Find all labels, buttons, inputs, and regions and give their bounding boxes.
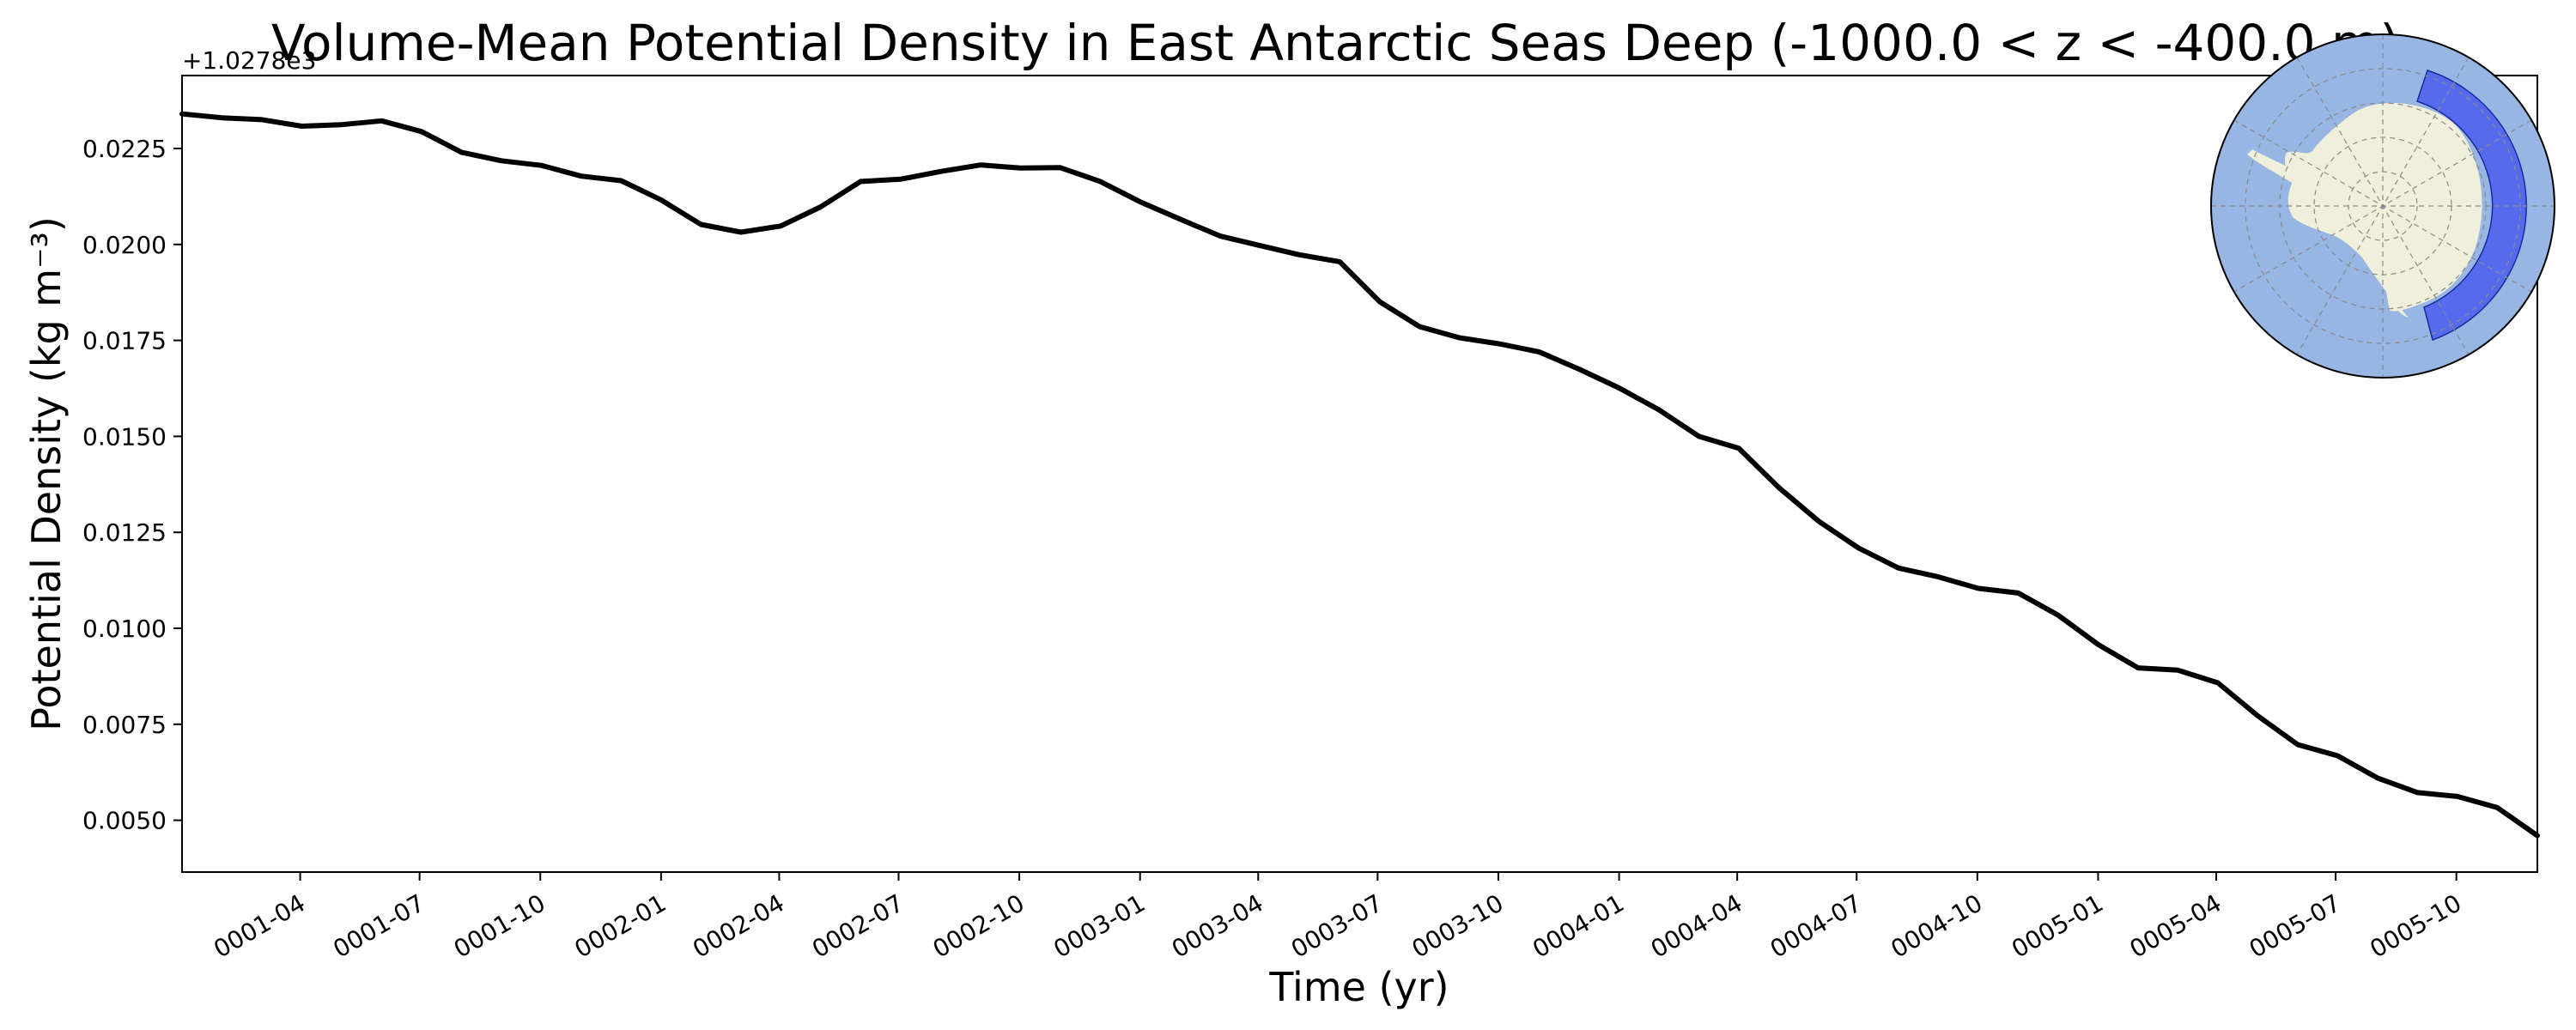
x-tick-label: 0004-10 [1886,888,1987,963]
series-line [179,111,2540,839]
x-tick-label: 0002-07 [807,888,908,963]
x-tick-label: 0001-04 [209,888,310,963]
x-tick-label: 0002-04 [688,888,789,963]
y-tick-label: 0.0075 [82,711,167,739]
y-axis-label: Potential Density (kg m⁻³) [23,216,70,731]
y-tick-label: 0.0100 [82,615,167,643]
x-tick-label: 0004-01 [1528,888,1629,963]
x-tick-label: 0001-07 [328,888,429,963]
y-tick-label: 0.0125 [82,518,167,547]
map-gridlines [2211,34,2555,378]
map-ice-shelf [2386,288,2409,318]
y-tick-label: 0.0050 [82,807,167,835]
x-axis-label: Time (yr) [1268,964,1449,1010]
x-tick-label: 0001-10 [449,888,550,963]
x-tick-label: 0003-10 [1407,888,1509,963]
x-tick-label: 0002-01 [570,888,671,963]
antarctic-region-map [2210,33,2555,379]
map-meridian-line [2233,119,2532,293]
map-antarctic-peninsula [2247,149,2293,184]
x-tick-label: 0005-04 [2125,888,2227,963]
x-tick-label: 0004-07 [1765,888,1867,963]
x-tick-label: 0005-01 [2007,888,2108,963]
map-border [2210,33,2555,379]
x-tick-label: 0002-10 [928,888,1030,963]
x-tick-label: 0003-01 [1048,888,1150,963]
y-tick-label: 0.0200 [82,231,167,259]
series-layer [179,111,2540,839]
y-tick-label: 0.0150 [82,422,167,451]
chart-title: Volume-Mean Potential Density in East An… [271,14,2399,72]
y-offset-label: +1.0278e3 [182,46,316,75]
x-tick-label: 0004-04 [1646,888,1747,963]
x-tick-label: 0005-10 [2365,888,2466,963]
map-latitude-line [2245,68,2521,344]
x-axis: 0001-04 0001-07 0001-10 0002-01 0002-04 0002-… [209,872,2466,964]
y-axis: 0.0050 0.0075 0.0100 0.0125 0.0150 0.0175 0.02… [82,135,182,835]
x-tick-label: 0003-04 [1167,888,1268,963]
x-tick-label: 0003-07 [1286,888,1388,963]
y-tick-label: 0.0175 [82,327,167,355]
y-tick-label: 0.0225 [82,135,167,163]
plot-area [181,75,2538,873]
x-tick-label: 0005-07 [2245,888,2346,963]
